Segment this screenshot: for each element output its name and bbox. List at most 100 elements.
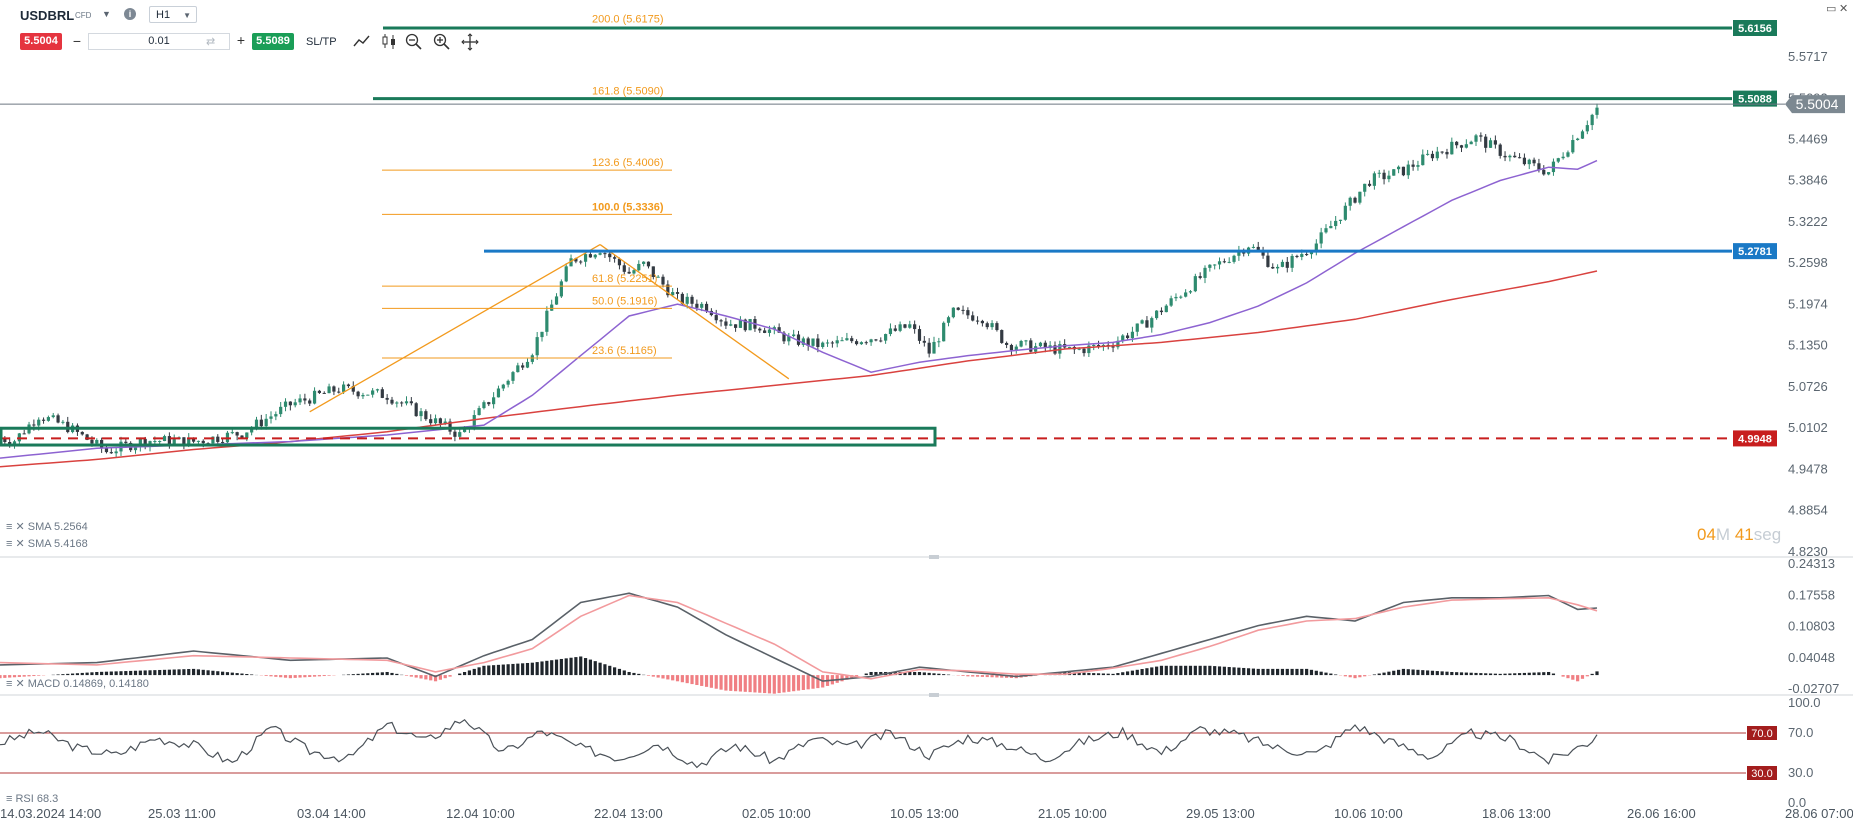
buy-button[interactable]: 5.5089	[252, 33, 294, 50]
candle-body	[1547, 172, 1551, 175]
macd-hist-bar	[1266, 668, 1270, 676]
quantity-plus-button[interactable]: +	[236, 32, 246, 48]
swap-icon[interactable]: ⇄	[206, 36, 216, 48]
legend-settings-icon[interactable]: ≡ ✕	[6, 538, 28, 550]
macd-hist-bar	[395, 673, 399, 676]
candle-body	[1135, 323, 1139, 332]
close-icon[interactable]: ✕	[1839, 3, 1849, 15]
candle-body	[400, 402, 404, 404]
line-chart-icon[interactable]	[352, 32, 372, 52]
candle-body	[293, 402, 297, 406]
rsi-axis-tick: 0.0	[1788, 795, 1806, 810]
sell-button[interactable]: 5.5004	[20, 33, 62, 50]
legend-settings-icon[interactable]: ≡ ✕	[6, 521, 28, 533]
macd-hist-bar	[656, 675, 660, 678]
support-zone	[0, 426, 937, 447]
macd-hist-bar	[564, 658, 568, 676]
candle-body	[1329, 226, 1333, 229]
candle-body	[1508, 155, 1512, 158]
macd-hist-bar	[1493, 673, 1497, 676]
macd-hist-bar	[1334, 674, 1338, 676]
time-axis-tick: 03.04 14:00	[297, 806, 366, 821]
quantity-input[interactable]: 0.01	[88, 33, 230, 50]
macd-hist-bar	[700, 675, 704, 686]
candle-body	[704, 303, 709, 311]
macd-hist-bar	[148, 670, 152, 676]
timeframe-select[interactable]: H1 ▼	[149, 6, 197, 23]
macd-hist-bar	[521, 663, 525, 676]
legend-settings-icon[interactable]: ≡	[6, 793, 16, 805]
macd-hist-bar	[346, 674, 351, 676]
candle-body	[1188, 291, 1193, 293]
candle-body	[738, 319, 743, 328]
candle-body	[438, 418, 442, 424]
candle-body	[574, 258, 578, 262]
sma-fast-legend[interactable]: ≡ ✕ SMA 5.2564	[6, 520, 88, 533]
macd-hist-bar	[462, 671, 467, 676]
zoom-in-icon[interactable]	[432, 32, 452, 52]
candle-body	[966, 310, 970, 316]
macd-hist-bar	[492, 665, 496, 676]
candle-body	[1237, 250, 1241, 256]
macd-hist-bar	[1106, 673, 1110, 676]
quantity-minus-button[interactable]: −	[72, 33, 82, 49]
fib-level-label: 23.6 (5.1165)	[592, 345, 657, 357]
sma-slow-legend[interactable]: ≡ ✕ SMA 5.4168	[6, 537, 88, 550]
candle-body	[1576, 138, 1580, 141]
candle-body	[1377, 172, 1381, 174]
macd-hist-bar	[1125, 671, 1130, 676]
macd-hist-bar	[1159, 665, 1164, 676]
symbol-name[interactable]: USDBRL	[20, 8, 75, 23]
candle-body	[1522, 157, 1527, 165]
symbol-chevron-down-icon[interactable]: ▼	[102, 9, 111, 19]
macd-hist-bar	[971, 675, 975, 677]
time-axis-tick: 18.06 13:00	[1482, 806, 1551, 821]
macd-hist-bar	[1455, 672, 1459, 676]
macd-hist-bar	[559, 658, 563, 676]
candle-body	[303, 398, 307, 401]
candle-body	[1029, 340, 1033, 352]
candle-body	[884, 334, 888, 341]
sltp-button[interactable]: SL/TP	[306, 36, 337, 48]
zoom-out-icon[interactable]	[404, 32, 424, 52]
restore-icon[interactable]: ▭	[1826, 3, 1837, 15]
candle-body	[733, 324, 738, 328]
macd-hist-bar	[1450, 671, 1454, 676]
macd-hist-bar	[903, 671, 907, 676]
legend-settings-icon[interactable]: ≡ ✕	[6, 678, 28, 690]
macd-hist-bar	[274, 675, 278, 677]
macd-hist-bar	[1164, 665, 1168, 676]
macd-hist-bar	[361, 673, 365, 676]
crosshair-icon[interactable]	[460, 32, 480, 52]
macd-hist-bar	[1445, 671, 1449, 676]
candle-body	[1319, 232, 1323, 244]
timer-minutes: 04	[1697, 525, 1716, 544]
macd-hist-bar	[279, 675, 283, 678]
panel-resize-handle	[929, 555, 939, 559]
macd-hist-bar	[1595, 671, 1599, 676]
macd-hist-bar	[1551, 673, 1556, 676]
macd-legend[interactable]: ≡ ✕ MACD 0.14869, 0.14180	[6, 677, 149, 690]
macd-hist-bar	[1271, 668, 1275, 676]
candle-body	[308, 400, 312, 404]
macd-hist-bar	[404, 675, 409, 676]
macd-hist-bar	[1426, 670, 1430, 676]
candle-body	[1392, 169, 1396, 176]
candle-body	[767, 329, 772, 333]
candlestick-icon[interactable]	[380, 32, 400, 52]
macd-hist-bar	[719, 675, 723, 690]
candle-body	[1116, 340, 1120, 348]
rsi-legend[interactable]: ≡ RSI 68.3	[6, 793, 58, 805]
macd-hist-bar	[709, 675, 713, 688]
macd-hist-bar	[303, 675, 307, 678]
candle-body	[80, 431, 84, 435]
candle-body	[1401, 166, 1406, 176]
macd-hist-bar	[617, 668, 622, 676]
candle-body	[714, 315, 718, 321]
macd-hist-bar	[269, 675, 273, 677]
info-icon[interactable]: i	[124, 8, 136, 20]
macd-hist-bar	[1285, 668, 1289, 676]
macd-hist-bar	[661, 675, 665, 679]
candle-body	[153, 441, 157, 443]
